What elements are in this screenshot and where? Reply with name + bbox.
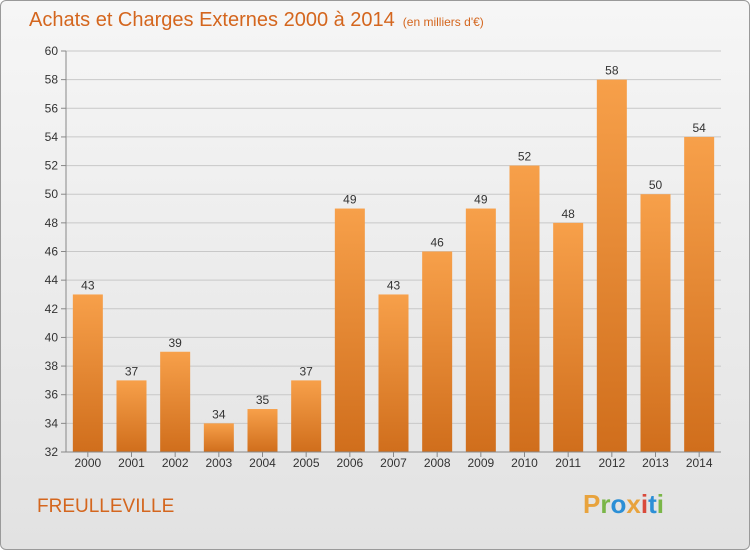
logo-letter: o (610, 489, 627, 519)
y-tick-label: 56 (45, 101, 59, 115)
bar-2014 (684, 136, 715, 452)
y-tick-label: 40 (45, 330, 59, 344)
data-label: 52 (518, 150, 532, 164)
data-label: 43 (81, 278, 95, 292)
bars (72, 79, 715, 453)
chart-subtitle: (en milliers d'€) (402, 15, 484, 29)
data-labels: 43 37 39 34 35 37 49 43 46 49 52 48 58 50 54 (81, 64, 706, 422)
bar-2009 (465, 208, 496, 452)
bar-2004 (247, 409, 278, 452)
bar-2007 (378, 294, 409, 452)
x-tick-label: 2003 (205, 456, 232, 470)
data-label: 35 (256, 393, 270, 407)
proxiti-logo[interactable]: Proxiti (583, 489, 664, 520)
x-tick-label: 2007 (380, 456, 407, 470)
y-tick-label: 32 (45, 445, 59, 459)
data-label: 48 (561, 207, 575, 221)
x-tick-label: 2005 (293, 456, 320, 470)
logo-letter: i (656, 489, 664, 519)
data-label: 58 (605, 64, 619, 78)
x-tick-label: 2001 (118, 456, 145, 470)
bar-2005 (291, 380, 322, 452)
logo-letter: t (648, 489, 657, 519)
y-tick-label: 50 (45, 187, 59, 201)
commune-name: FREULLEVILLE (37, 496, 175, 517)
data-label: 50 (649, 178, 663, 192)
bar-2002 (160, 351, 191, 452)
data-label: 34 (212, 407, 226, 421)
y-tick-label: 58 (45, 73, 59, 87)
y-tick-label: 52 (45, 159, 59, 173)
bar-2011 (553, 222, 584, 452)
x-tick-label: 2009 (467, 456, 494, 470)
bar-2001 (116, 380, 147, 452)
bar-2013 (640, 194, 671, 452)
x-tick-label: 2000 (74, 456, 101, 470)
x-tick-label: 2008 (424, 456, 451, 470)
y-tick-label: 60 (45, 44, 59, 58)
x-tick-label: 2010 (511, 456, 538, 470)
y-tick-label: 54 (45, 130, 59, 144)
data-label: 43 (387, 278, 401, 292)
x-tick-label: 2011 (555, 456, 581, 470)
data-label: 46 (430, 236, 444, 250)
y-tick-label: 34 (45, 416, 59, 430)
bar-2012 (596, 79, 627, 453)
y-tick-label: 44 (45, 273, 59, 287)
logo-letter: x (626, 489, 641, 519)
x-tick-label: 2002 (162, 456, 189, 470)
data-label: 49 (343, 193, 357, 207)
x-tick-label: 2014 (686, 456, 713, 470)
x-tick-label: 2012 (598, 456, 625, 470)
logo-letter: r (600, 489, 611, 519)
y-tick-label: 42 (45, 302, 59, 316)
bar-2010 (509, 165, 540, 453)
logo-letter: i (640, 489, 649, 519)
y-tick-label: 36 (45, 388, 59, 402)
data-label: 49 (474, 193, 488, 207)
x-tick-label: 2006 (336, 456, 363, 470)
data-label: 54 (692, 121, 706, 135)
bar-2000 (72, 294, 103, 452)
data-label: 37 (299, 364, 313, 378)
data-label: 37 (125, 364, 139, 378)
logo-letter: P (583, 489, 601, 519)
x-tick-label: 2013 (642, 456, 669, 470)
data-label: 39 (168, 336, 182, 350)
bar-2003 (203, 423, 234, 452)
y-tick-label: 38 (45, 359, 59, 373)
bar-2008 (422, 251, 453, 452)
chart-title-text: Achats et Charges Externes 2000 à 2014 (29, 9, 395, 31)
y-tick-label: 46 (45, 245, 59, 259)
chart-title: Achats et Charges Externes 2000 à 2014 (e… (29, 9, 484, 32)
x-tick-label: 2004 (249, 456, 276, 470)
y-tick-label: 48 (45, 216, 59, 230)
bar-2006 (334, 208, 365, 452)
axes: 32 34 36 38 40 42 44 46 48 50 52 54 56 58 60 2000 2001 20… (45, 44, 721, 470)
